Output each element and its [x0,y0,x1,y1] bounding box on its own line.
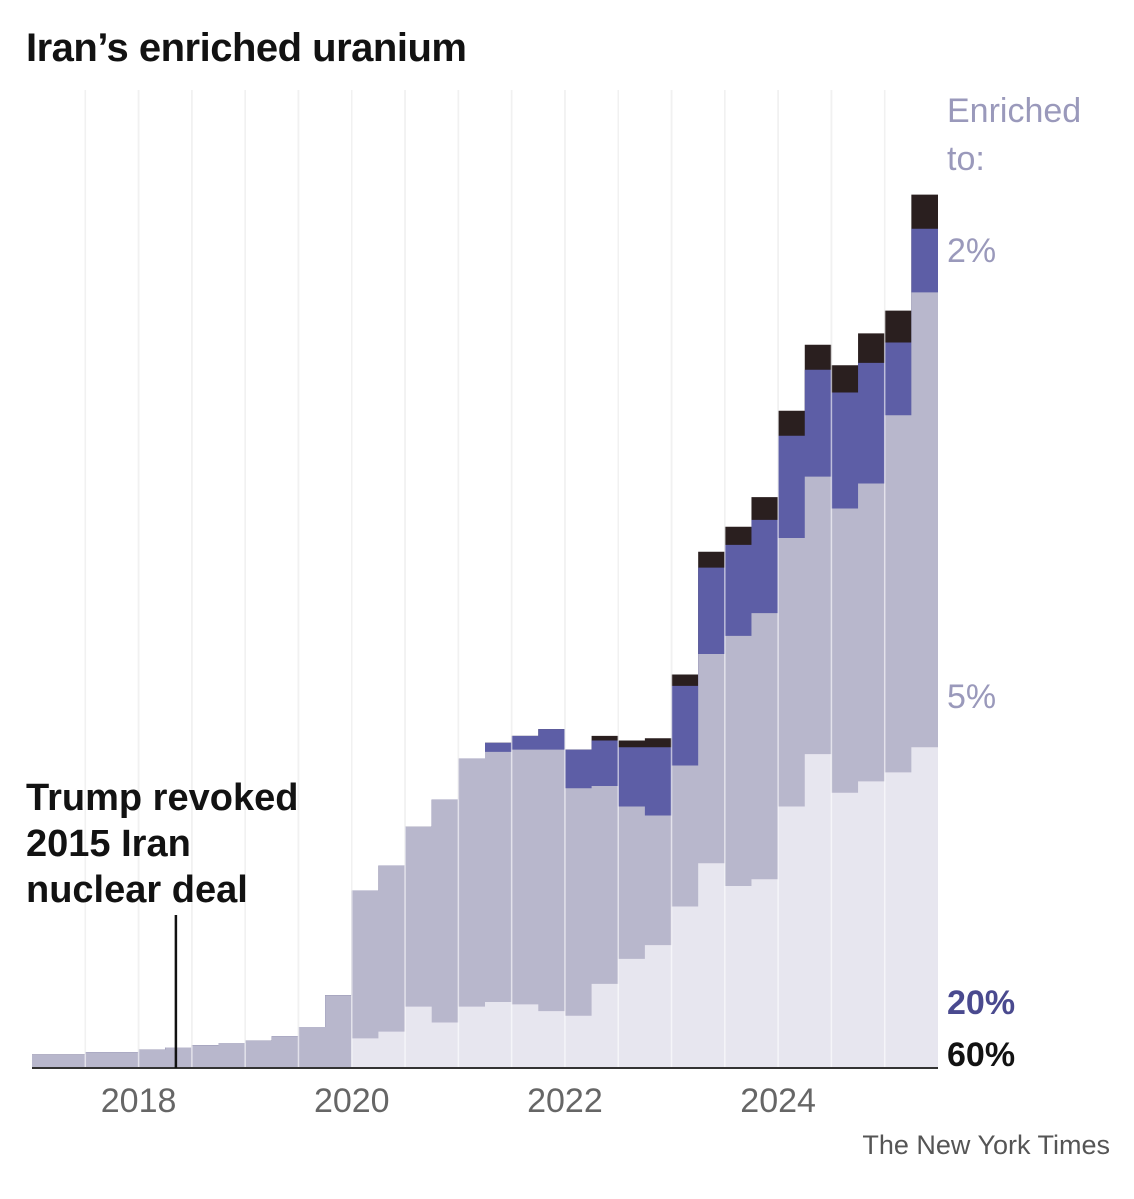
legend-title-line: to: [947,140,985,178]
annotation-text-line: 2015 Iran [26,823,191,865]
legend-label-60-percent: 60% [947,1036,1015,1074]
legend-label-2-percent: 2% [947,232,996,270]
legend-label-5-percent: 5% [947,678,996,716]
chart-title: Iran’s enriched uranium [26,26,467,70]
annotation-text-line: nuclear deal [26,869,248,911]
x-tick-label: 2018 [101,1082,177,1120]
gridlines-overlay [84,90,886,1068]
series-legend: Enriched to: 2% 5% 20% 60% [947,92,1081,1074]
legend-title-line: Enriched [947,92,1081,130]
x-tick-label: 2024 [740,1082,816,1120]
x-tick-label: 2020 [314,1082,390,1120]
x-axis-tick-labels: 2018 2020 2022 2024 [101,1082,816,1120]
x-tick-label: 2022 [527,1082,603,1120]
source-credit: The New York Times [862,1130,1110,1160]
legend-label-20-percent: 20% [947,984,1015,1022]
annotation-text-line: Trump revoked [26,777,298,819]
area-series [32,194,938,1069]
area-2-percent [32,747,938,1068]
